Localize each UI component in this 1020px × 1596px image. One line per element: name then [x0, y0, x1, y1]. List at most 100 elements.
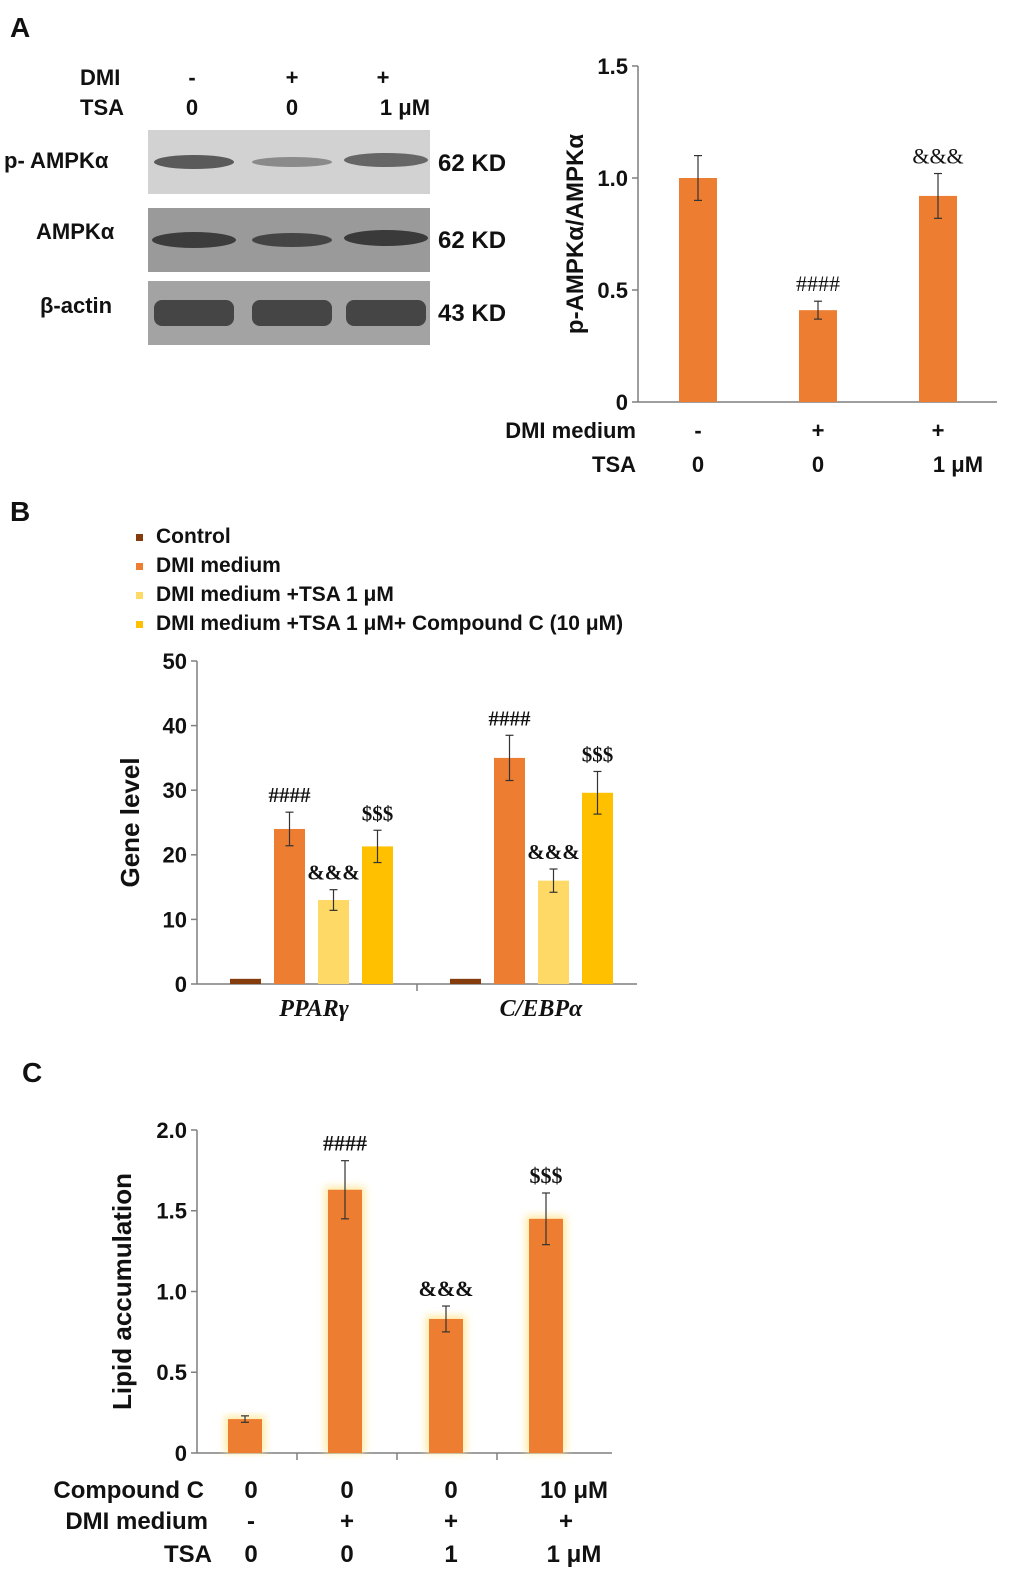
- significance-label: ####: [323, 1131, 367, 1156]
- condition-value: 0: [444, 1477, 457, 1504]
- condition-row-label: TSA: [164, 1541, 212, 1568]
- panel-label-b: B: [10, 496, 30, 527]
- blot-band: [154, 155, 234, 169]
- y-tick-label: 40: [163, 714, 187, 739]
- significance-label: &&&: [912, 144, 963, 169]
- condition-value: 0: [812, 452, 824, 477]
- blot-dmi-value: +: [286, 65, 299, 90]
- condition-value: -: [694, 418, 701, 443]
- blot-band-size: 62 KD: [438, 150, 506, 177]
- blot-row-label-dmi: DMI: [80, 65, 120, 90]
- condition-value: 0: [340, 1477, 353, 1504]
- y-tick-label: 0: [616, 390, 628, 415]
- blot-dmi-value: -: [188, 65, 195, 90]
- blot-row-label-tsa: TSA: [80, 95, 124, 120]
- legend-swatch: [136, 563, 143, 570]
- condition-row-label: TSA: [592, 452, 636, 477]
- condition-value: 0: [244, 1477, 257, 1504]
- condition-value: +: [812, 418, 825, 443]
- y-tick-label: 2.0: [156, 1118, 187, 1143]
- condition-row-label: DMI medium: [65, 1508, 208, 1535]
- blot-band: [252, 233, 332, 247]
- chart-c: 0 0.5 1.0 1.5 2.0 Lipid accumulation #### &&& $$…: [53, 1118, 612, 1568]
- significance-label: $$$: [530, 1163, 563, 1188]
- bar: [679, 178, 717, 402]
- bar: [429, 1318, 463, 1453]
- significance-label: ####: [489, 706, 532, 730]
- significance-label: &&&: [419, 1276, 474, 1301]
- significance-label: $$$: [582, 742, 614, 766]
- bar: [274, 828, 305, 984]
- panel-label-a: A: [10, 12, 30, 43]
- significance-label: ####: [796, 271, 840, 296]
- blot-band: [154, 300, 234, 326]
- bar: [362, 846, 393, 984]
- legend-swatch: [136, 534, 143, 541]
- y-tick-label: 1.0: [597, 166, 628, 191]
- condition-value: +: [559, 1508, 573, 1535]
- condition-value: 0: [692, 452, 704, 477]
- bar: [919, 195, 957, 402]
- condition-value: 10 μM: [540, 1477, 608, 1504]
- y-tick-label: 30: [163, 778, 187, 803]
- bar: [582, 792, 613, 984]
- blot-tsa-value: 0: [186, 95, 198, 120]
- y-tick-label: 0: [175, 1441, 187, 1466]
- legend-swatch: [136, 621, 143, 628]
- blot-tsa-value: 0: [286, 95, 298, 120]
- blot-band: [152, 232, 236, 248]
- significance-label: &&&: [527, 840, 579, 864]
- y-tick-label: 50: [163, 649, 187, 674]
- x-category-label: PPARγ: [278, 996, 349, 1022]
- blot-dmi-value: +: [377, 65, 390, 90]
- condition-value: 1 μM: [547, 1541, 602, 1568]
- bar: [529, 1218, 563, 1453]
- blot-band-label: β-actin: [40, 293, 112, 318]
- y-axis-label: p-AMPKα/AMPKα: [562, 134, 589, 334]
- bar: [494, 757, 525, 984]
- y-tick-label: 0: [175, 972, 187, 997]
- condition-row-label: Compound C: [53, 1477, 204, 1504]
- legend-label: Control: [156, 525, 231, 548]
- y-axis-label: Lipid accumulation: [107, 1173, 137, 1410]
- y-tick-label: 0.5: [156, 1360, 187, 1385]
- y-tick-label: 20: [163, 843, 187, 868]
- significance-label: $$$: [362, 801, 394, 825]
- condition-value: 0: [340, 1541, 353, 1568]
- condition-value: 1 μM: [933, 452, 983, 477]
- blot-band-size: 62 KD: [438, 227, 506, 254]
- y-tick-label: 10: [163, 907, 187, 932]
- condition-value: +: [932, 418, 945, 443]
- y-tick-label: 0.5: [597, 278, 628, 303]
- condition-value: +: [444, 1508, 458, 1535]
- chart-a: 0 0.5 1.0 1.5 #### &&& p-AMPKα/AMPKα DMI medium…: [505, 54, 997, 477]
- y-tick-label: 1.5: [597, 54, 628, 79]
- legend-swatch: [136, 592, 143, 599]
- legend-label: DMI medium: [156, 554, 281, 577]
- legend-label: DMI medium +TSA 1 μM+ Compound C (10 μM): [156, 612, 623, 635]
- bar: [328, 1189, 362, 1453]
- legend-label: DMI medium +TSA 1 μM: [156, 583, 394, 606]
- condition-value: 0: [244, 1541, 257, 1568]
- bar: [450, 978, 481, 984]
- y-axis-label: Gene level: [115, 757, 145, 887]
- significance-label: &&&: [307, 861, 359, 885]
- blot-band: [252, 157, 332, 167]
- bar: [799, 310, 837, 402]
- blot-band-label: p- AMPKα: [4, 148, 109, 173]
- condition-row-label: DMI medium: [505, 418, 636, 443]
- blot-band-size: 43 KD: [438, 300, 506, 327]
- significance-label: ####: [269, 783, 312, 807]
- blot-band: [344, 153, 428, 167]
- condition-value: 1: [444, 1541, 457, 1568]
- bar: [228, 1419, 262, 1453]
- bar: [538, 880, 569, 984]
- panel-label-c: C: [22, 1057, 42, 1088]
- chart-b: Control DMI medium DMI medium +TSA 1 μM DMI…: [115, 525, 637, 1022]
- blot-band: [346, 300, 426, 326]
- blot-band-label: AMPKα: [36, 219, 115, 244]
- bar: [318, 900, 349, 984]
- bar: [230, 978, 261, 984]
- blot-band: [252, 300, 332, 326]
